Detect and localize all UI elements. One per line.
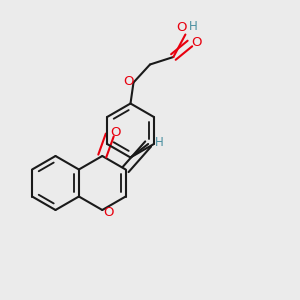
Text: O: O [176,21,187,34]
Text: O: O [191,35,202,49]
Text: O: O [123,75,133,88]
Text: O: O [110,126,120,139]
Text: O: O [103,206,113,220]
Text: H: H [188,20,197,34]
Text: H: H [155,136,164,149]
